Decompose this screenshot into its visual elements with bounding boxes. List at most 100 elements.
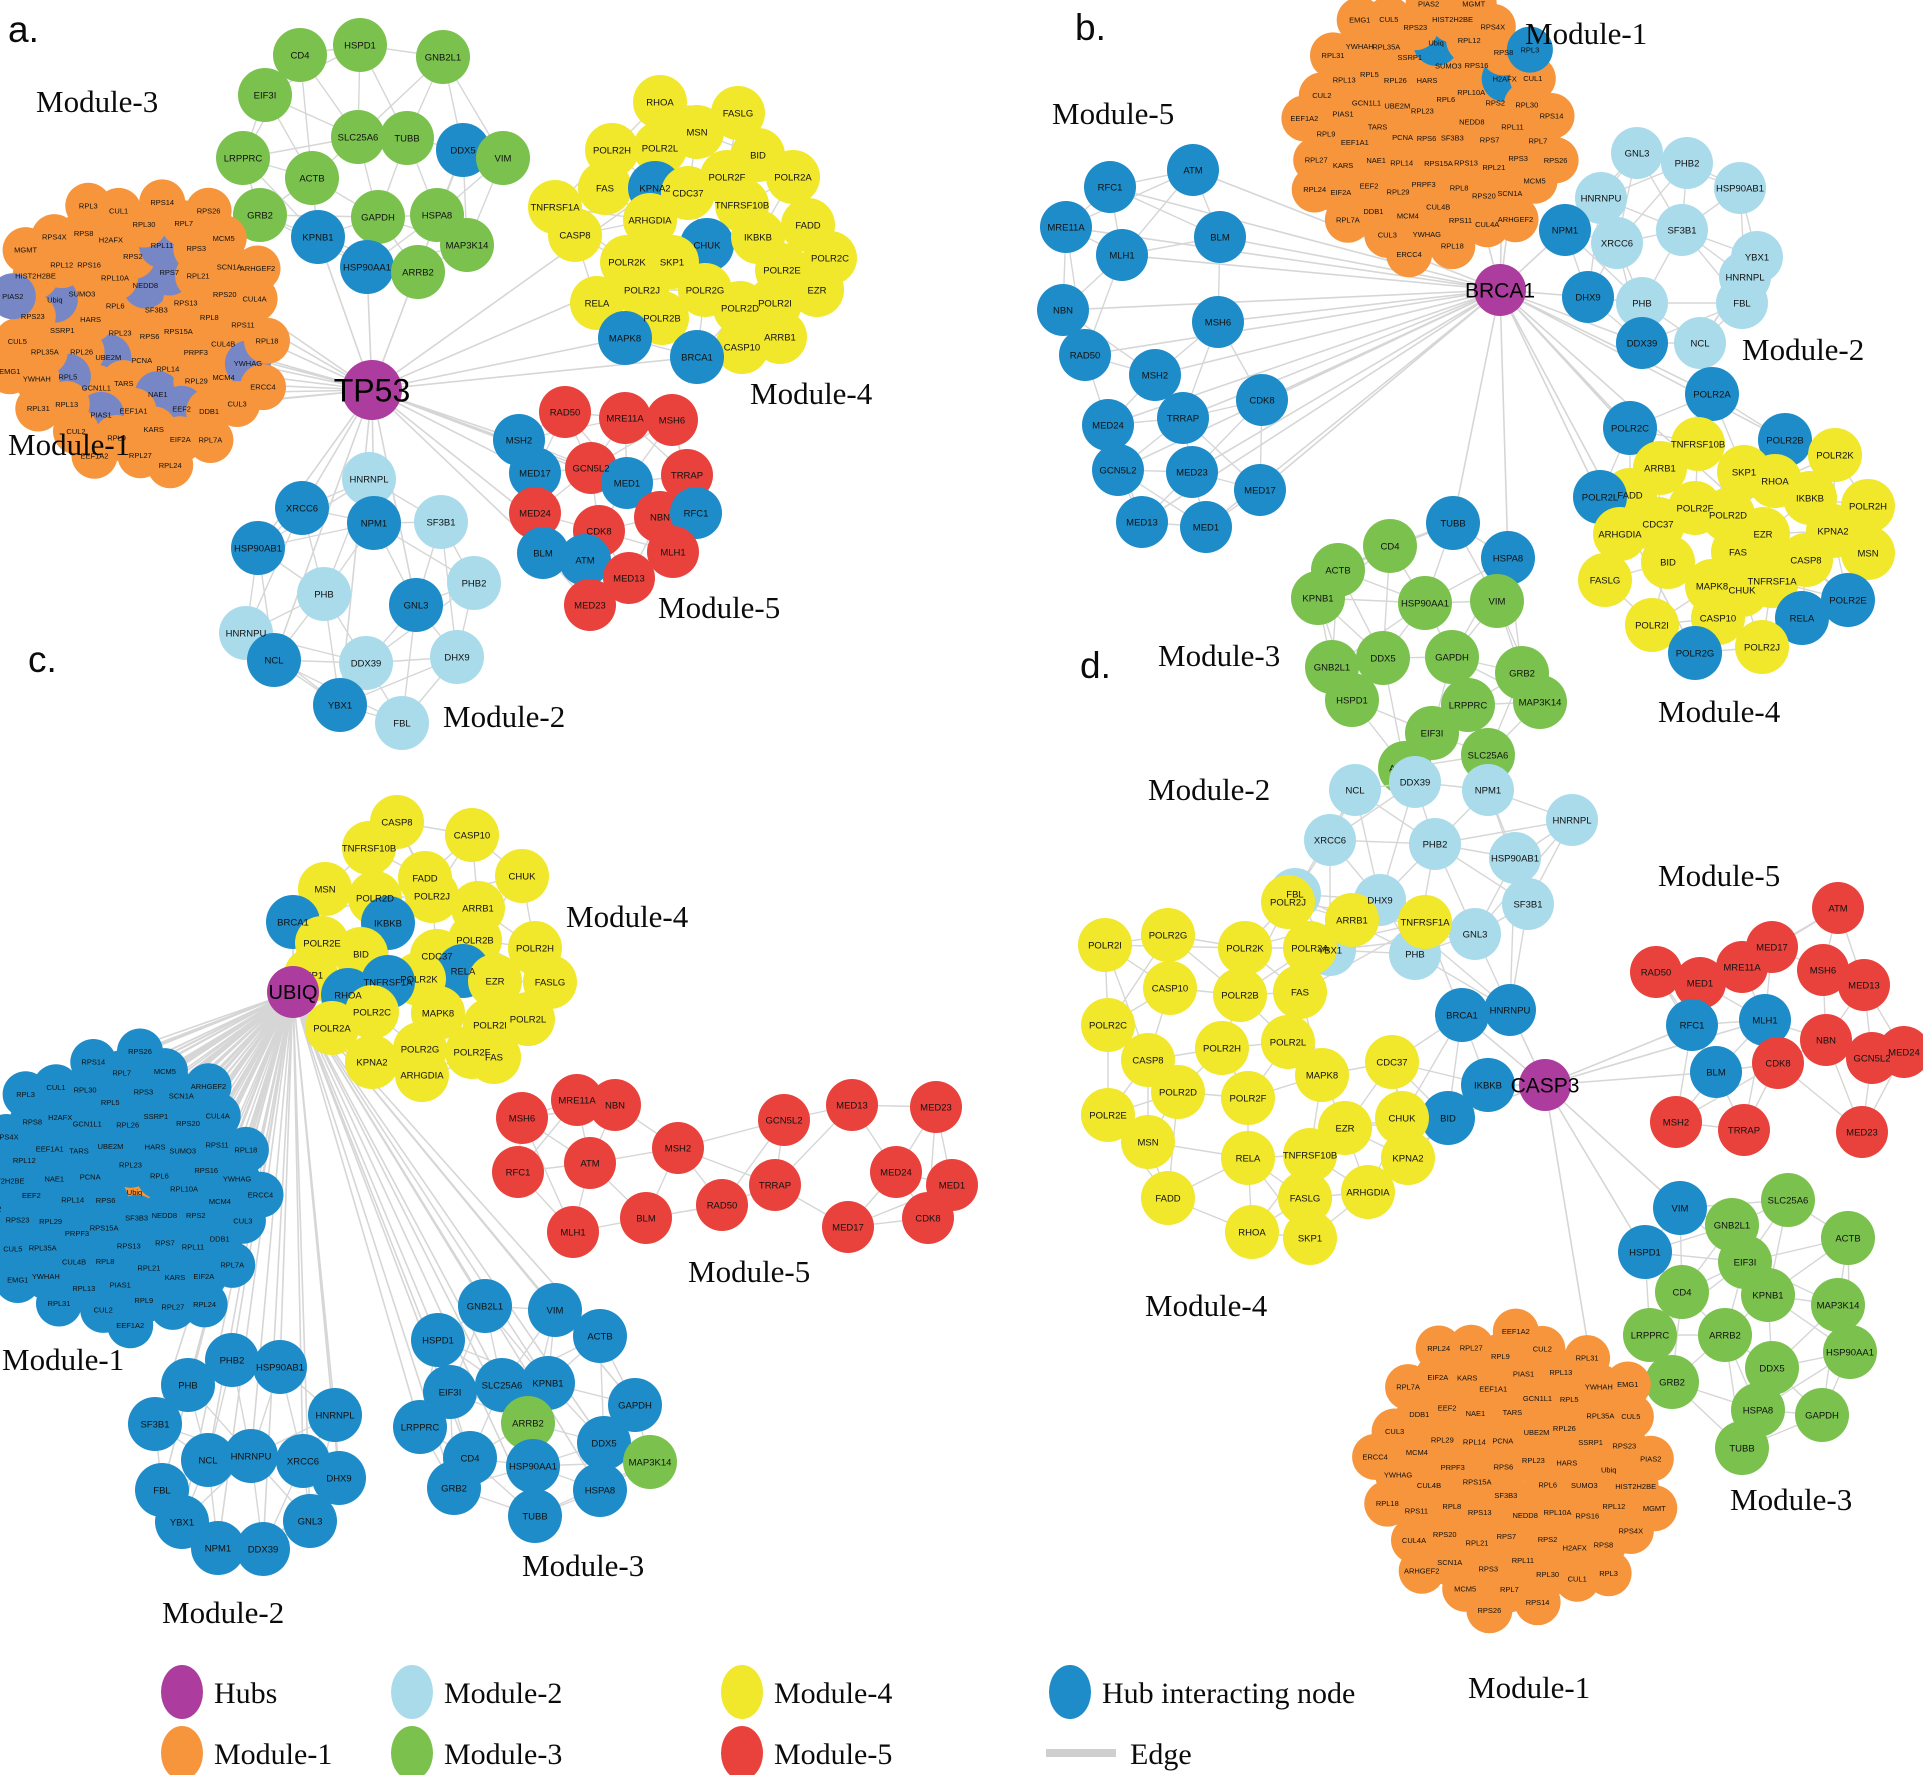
gene-label: PRPF3 [184, 348, 208, 357]
gene-label: MCM4 [1397, 212, 1419, 221]
gene-node [1841, 526, 1895, 580]
legend-label: Module-2 [444, 1677, 562, 1710]
gene-label: FAS [485, 1052, 503, 1063]
gene-node [1283, 1211, 1337, 1265]
gene-label: BID [1440, 1113, 1456, 1124]
gene-node [1741, 1268, 1795, 1322]
gene-node [1603, 401, 1657, 455]
gene-label: CASP8 [1132, 1055, 1163, 1066]
gene-label: ARHGDIA [1346, 1187, 1390, 1198]
gene-label: CUL5 [8, 337, 27, 346]
gene-node [440, 218, 494, 272]
gene-label: CUL1 [1523, 74, 1542, 83]
gene-node [107, 1302, 154, 1349]
gene-label: MED24 [1092, 420, 1124, 431]
gene-label: RPS4X [1480, 22, 1505, 31]
gene-label: FASLG [1590, 575, 1621, 586]
gene-label: MSN [686, 127, 707, 138]
gene-label: MAP3K14 [1519, 697, 1562, 708]
gene-label: MED13 [613, 573, 645, 584]
gene-label: RPL27 [1305, 156, 1328, 165]
gene-label: RPL23 [109, 329, 132, 338]
gene-label: IKBKB [374, 918, 402, 929]
gene-label: HNRNPL [1552, 815, 1591, 826]
gene-label: HSP90AA1 [1826, 1347, 1874, 1358]
gene-label: HARS [145, 1142, 166, 1151]
gene-label: MAPK8 [422, 1008, 454, 1019]
gene-node [1336, 0, 1383, 44]
gene-node [547, 1206, 599, 1258]
gene-label: RPS7 [1480, 136, 1500, 145]
gene-node [244, 317, 290, 364]
gene-node [1273, 965, 1327, 1019]
panel-letter-c: c. [28, 639, 57, 680]
gene-label: RHOA [1761, 476, 1789, 487]
gene-label: POLR2B [456, 935, 494, 946]
gene-label: PIAS2 [0, 1204, 1, 1213]
gene-label: VIM [547, 1305, 564, 1316]
gene-node [1415, 1325, 1462, 1372]
gene-node [1141, 908, 1195, 962]
gene-label: MRE11A [1723, 962, 1761, 973]
gene-node [224, 1429, 278, 1483]
gene-label: POLR2E [763, 265, 801, 276]
gene-label: RPS15A [1463, 1478, 1492, 1487]
gene-label: PHB [1405, 949, 1425, 960]
gene-node [646, 394, 698, 446]
gene-node [1808, 428, 1862, 482]
gene-label: RFC1 [1680, 1020, 1705, 1031]
gene-label: MED23 [574, 600, 606, 611]
gene-label: DHX9 [1575, 292, 1600, 303]
gene-label: PHB2 [1423, 839, 1448, 850]
gene-node [1631, 1485, 1678, 1532]
gene-label: EZR [1754, 529, 1773, 540]
gene-label: NEDD8 [1459, 117, 1484, 126]
hub-spokes [371, 187, 708, 391]
gene-label: EEF1A2 [1502, 1327, 1530, 1336]
hub-node-ubiq [267, 966, 319, 1018]
gene-label: ARHGDIA [1598, 529, 1642, 540]
gene-node [1040, 201, 1092, 253]
gene-label: MED1 [1687, 978, 1713, 989]
gene-label: RFC1 [1098, 182, 1123, 193]
gene-node [147, 442, 194, 489]
gene-label: EEF1A1 [1341, 138, 1369, 147]
gene-label: HSPA8 [1493, 553, 1523, 564]
node-layer [1078, 756, 1923, 1634]
gene-node [339, 636, 393, 690]
gene-label: TRRAP [759, 1180, 791, 1191]
gene-label: RPS16 [77, 260, 101, 269]
gene-node [509, 487, 561, 539]
gene-label: CUL4B [62, 1258, 86, 1267]
hub-label: BRCA1 [1465, 280, 1535, 303]
gene-label: RELA [585, 298, 610, 309]
gene-label: RPL13 [1549, 1368, 1572, 1377]
gene-label: SKP1 [1298, 1233, 1322, 1244]
gene-label: RPS14 [1540, 112, 1564, 121]
gene-node [411, 1313, 465, 1367]
gene-label: YWHAG [234, 359, 263, 368]
gene-label: LRPPRC [401, 1422, 440, 1433]
panel-letter-d: d. [1080, 645, 1111, 686]
gene-label: RHOA [646, 97, 674, 108]
gene-node [1180, 501, 1232, 553]
gene-label: EIF3I [1734, 1257, 1757, 1268]
gene-node [475, 1358, 529, 1412]
module-title: Module-2 [162, 1595, 284, 1630]
gene-label: CUL4B [1417, 1481, 1441, 1490]
gene-label: EMG1 [7, 1276, 28, 1285]
gene-label: CASP8 [381, 817, 412, 828]
gene-label: SUMO3 [69, 289, 96, 298]
gene-label: RPS6 [96, 1196, 116, 1205]
gene-label: DDX39 [1400, 777, 1431, 788]
gene-node [128, 1397, 182, 1451]
gene-label: H2AFX [99, 235, 123, 244]
gene-label: EIF3I [1421, 728, 1444, 739]
gene-node [711, 86, 765, 140]
gene-label: CDC37 [1642, 519, 1673, 530]
gene-label: CUL4A [206, 1111, 230, 1120]
gene-label: POLR2K [608, 257, 646, 268]
gene-label: EIF2A [170, 435, 191, 444]
gene-node [234, 245, 281, 292]
gene-node [342, 821, 396, 875]
